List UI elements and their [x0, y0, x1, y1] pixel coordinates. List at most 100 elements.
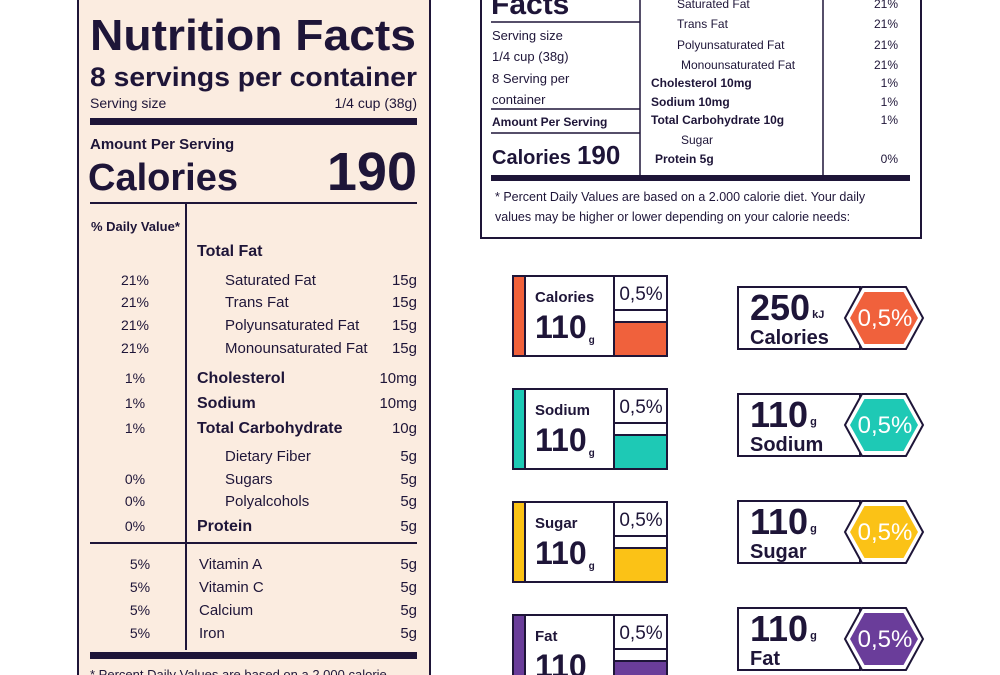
nutrient-name: Saturated Fat: [677, 0, 750, 11]
calories-line: Calories 190: [492, 140, 620, 170]
serving-size-value: 1/4 cup (38g): [492, 49, 569, 64]
badge-box: [737, 607, 861, 671]
badge-value-line: 250 kJ: [750, 287, 824, 328]
badge-strip: [512, 614, 526, 675]
vitamin-amount: 5g: [400, 602, 417, 619]
nutrient-name: Sodium 10mg: [651, 95, 730, 109]
serving-size-label: Serving size: [492, 28, 563, 43]
nutrient-name: Polyunsaturated Fat: [677, 38, 785, 52]
calories-label: Calories: [88, 157, 238, 199]
vitamin-amount: 5g: [400, 579, 417, 596]
badge-unit: g: [589, 335, 595, 346]
badge-percent: 0,5%: [858, 412, 913, 439]
daily-value: 0%: [125, 471, 145, 487]
amount-per-serving: Amount Per Serving: [90, 136, 234, 153]
footnote: values may be higher or lower depending …: [495, 210, 850, 224]
nutrient-name: Total Carbohydrate: [197, 420, 343, 437]
daily-value: 5%: [130, 579, 150, 595]
daily-value: 0%: [125, 518, 145, 534]
daily-value: 1%: [125, 420, 145, 436]
badge-strip: [512, 388, 526, 470]
footnote: * Percent Daily Values are based on a 2.…: [90, 667, 387, 675]
vitamin-name: Vitamin C: [199, 579, 264, 596]
nutrient-name: Protein: [197, 518, 252, 535]
nutrient-amount: 10mg: [379, 370, 417, 387]
nutrient-amount: 5g: [400, 448, 417, 465]
badge-box: [737, 393, 861, 457]
badge-percent: 0,5%: [858, 626, 913, 653]
badge-label: Sugar: [535, 515, 578, 532]
nutrient-amount: 15g: [392, 340, 417, 357]
footnote: * Percent Daily Values are based on a 2.…: [495, 190, 866, 204]
calories-value: 190: [327, 142, 417, 202]
daily-value: 1%: [125, 395, 145, 411]
badge-value: 110: [535, 535, 587, 571]
badge-unit: kJ: [812, 309, 824, 321]
serving-size-value: 1/4 cup (38g): [335, 95, 418, 111]
vitamin-name: Calcium: [199, 602, 253, 619]
daily-value: 21%: [874, 58, 898, 72]
nutrient-name: Polyunsaturated Fat: [225, 317, 360, 334]
badge-unit: g: [810, 523, 817, 535]
nutrient-name: Protein 5g: [655, 152, 714, 166]
badge-box: [737, 286, 861, 350]
daily-value: 1%: [125, 370, 145, 386]
nutrient-name: Trans Fat: [225, 294, 289, 311]
daily-value: 21%: [121, 317, 149, 333]
badge-value: 110: [535, 648, 587, 675]
label-panel: [480, 0, 922, 239]
badge-fill: [613, 547, 668, 583]
badge-fill: [613, 321, 668, 357]
badge-label: Calories: [750, 327, 829, 349]
badge-box: [737, 500, 861, 564]
badge-percent: 0,5%: [619, 623, 662, 644]
label-panel: [77, 0, 431, 675]
badge-value: 250: [750, 287, 810, 328]
nutrient-name: Cholesterol: [197, 370, 285, 387]
daily-value: 1%: [881, 113, 899, 127]
nutrient-name: Monounsaturated Fat: [225, 340, 368, 357]
serving-size-label: Serving size: [90, 95, 166, 111]
thick-rule: [90, 118, 417, 125]
badge-value: 110: [535, 309, 587, 345]
daily-value: 21%: [121, 294, 149, 310]
nutrient-name: Sugar: [681, 133, 713, 147]
badge-label: Calories: [535, 289, 594, 306]
nutrient-amount: 5g: [400, 493, 417, 510]
badge-hexagon-fill: [850, 506, 918, 558]
badge-hexagon-fill: [850, 399, 918, 451]
daily-value: 21%: [874, 0, 898, 11]
nutrient-name: Sodium: [197, 395, 256, 412]
badge-unit: g: [589, 561, 595, 572]
label-title: Nutrition Facts: [90, 11, 416, 60]
nutrient-name: Cholesterol 10mg: [651, 76, 752, 90]
badge-percent: 0,5%: [858, 519, 913, 546]
badge-strip: [512, 501, 526, 583]
badge-label: Sodium: [535, 402, 590, 419]
calories-label: Calories: [492, 147, 571, 169]
badge-label: Fat: [750, 648, 780, 670]
nutrient-amount: 10g: [392, 420, 417, 437]
servings: 8 Serving per: [492, 71, 570, 86]
daily-value: 21%: [874, 17, 898, 31]
daily-value: 21%: [874, 38, 898, 52]
nutrient-name: Saturated Fat: [225, 272, 317, 289]
nutrient-amount: 5g: [400, 518, 417, 535]
badge-value: 110: [750, 608, 808, 649]
nutrient-name: Trans Fat: [677, 17, 729, 31]
nutrient-name: Dietary Fiber: [225, 448, 311, 465]
badge-percent: 0,5%: [619, 397, 662, 418]
daily-value: 21%: [121, 340, 149, 356]
badge-percent: 0,5%: [619, 284, 662, 305]
daily-value-header: % Daily Value*: [91, 219, 181, 234]
badge-label: Fat: [535, 628, 558, 645]
badge-percent: 0,5%: [619, 510, 662, 531]
nutrient-name: Monounsaturated Fat: [681, 58, 796, 72]
badge-fill: [613, 660, 668, 675]
daily-value: 5%: [130, 556, 150, 572]
nutrient-amount: 15g: [392, 294, 417, 311]
